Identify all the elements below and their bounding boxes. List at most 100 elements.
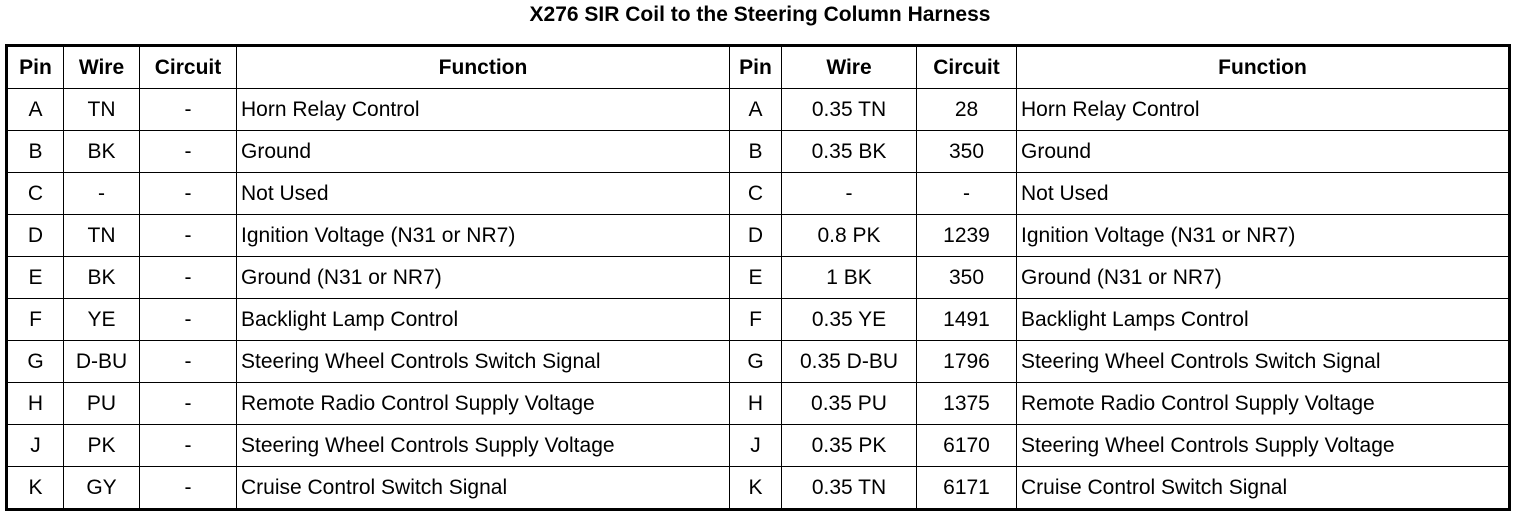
table-cell: Steering Wheel Controls Switch Signal: [1016, 340, 1510, 383]
table-cell: 1239: [916, 214, 1017, 257]
table-row: E BK - Ground (N31 or NR7) E 1 BK 350 Ground (N…: [6, 256, 1510, 299]
table-cell: D-BU: [63, 340, 140, 383]
table-cell: B: [729, 130, 782, 173]
table-head: Pin Wire Circuit Function Pin Wire Circuit Func…: [6, 45, 1510, 89]
column-header: Wire: [63, 45, 140, 89]
table-cell: 0.35 D-BU: [781, 340, 917, 383]
column-header: Circuit: [139, 45, 237, 89]
table-cell: 1796: [916, 340, 1017, 383]
table-cell: G: [6, 340, 64, 383]
table-row: H PU - Remote Radio Control Supply Voltage H…: [6, 382, 1510, 425]
table-row: C - - Not Used C - - Not Used: [6, 172, 1510, 215]
table-cell: 350: [916, 256, 1017, 299]
table-cell: -: [139, 130, 237, 173]
table-cell: -: [916, 172, 1017, 215]
table-row: A TN - Horn Relay Control A 0.35 TN 28 Horn Rel…: [6, 88, 1510, 131]
table-cell: 6171: [916, 466, 1017, 510]
table-cell: H: [6, 382, 64, 425]
table-cell: BK: [63, 130, 140, 173]
table-cell: Backlight Lamps Control: [1016, 298, 1510, 341]
table-cell: Not Used: [1016, 172, 1510, 215]
table-cell: -: [139, 172, 237, 215]
table-cell: Ignition Voltage (N31 or NR7): [1016, 214, 1510, 257]
column-header: Circuit: [916, 45, 1017, 89]
table-cell: Horn Relay Control: [236, 88, 730, 131]
table-cell: K: [6, 466, 64, 510]
table-cell: -: [139, 382, 237, 425]
table-cell: -: [781, 172, 917, 215]
table-row: B BK - Ground B 0.35 BK 350 Ground: [6, 130, 1510, 173]
table-cell: H: [729, 382, 782, 425]
table-cell: -: [139, 466, 237, 510]
table-cell: A: [729, 88, 782, 131]
table-cell: J: [729, 424, 782, 467]
column-header: Pin: [729, 45, 782, 89]
table-cell: B: [6, 130, 64, 173]
table-row: G D-BU - Steering Wheel Controls Switch Sig…: [6, 340, 1510, 383]
table-cell: TN: [63, 214, 140, 257]
table-cell: C: [729, 172, 782, 215]
table-cell: Horn Relay Control: [1016, 88, 1510, 131]
table-row: F YE - Backlight Lamp Control F 0.35 YE 1491 Ba…: [6, 298, 1510, 341]
table-row: D TN - Ignition Voltage (N31 or NR7) D 0.8 PK…: [6, 214, 1510, 257]
table-row: K GY - Cruise Control Switch Signal K 0.35 TN…: [6, 466, 1510, 510]
table-cell: PU: [63, 382, 140, 425]
table-cell: 6170: [916, 424, 1017, 467]
table-row: J PK - Steering Wheel Controls Supply Volta…: [6, 424, 1510, 467]
table-cell: 0.35 PK: [781, 424, 917, 467]
table-cell: F: [6, 298, 64, 341]
table-cell: 28: [916, 88, 1017, 131]
table-cell: 0.35 YE: [781, 298, 917, 341]
table-cell: D: [729, 214, 782, 257]
table-cell: -: [139, 214, 237, 257]
table-cell: TN: [63, 88, 140, 131]
table-cell: 0.8 PK: [781, 214, 917, 257]
table-cell: Steering Wheel Controls Supply Voltage: [236, 424, 730, 467]
table-cell: -: [139, 298, 237, 341]
table-cell: J: [6, 424, 64, 467]
table-cell: 350: [916, 130, 1017, 173]
table-cell: F: [729, 298, 782, 341]
table-cell: 0.35 TN: [781, 466, 917, 510]
table-cell: G: [729, 340, 782, 383]
table-cell: Remote Radio Control Supply Voltage: [236, 382, 730, 425]
table-cell: Cruise Control Switch Signal: [236, 466, 730, 510]
table-cell: -: [139, 88, 237, 131]
table-cell: Backlight Lamp Control: [236, 298, 730, 341]
table-cell: Cruise Control Switch Signal: [1016, 466, 1510, 510]
table-cell: Steering Wheel Controls Supply Voltage: [1016, 424, 1510, 467]
table-cell: Ground: [1016, 130, 1510, 173]
column-header: Function: [1016, 45, 1510, 89]
column-header: Pin: [6, 45, 64, 89]
table-cell: Ground: [236, 130, 730, 173]
table-cell: PK: [63, 424, 140, 467]
table-body: A TN - Horn Relay Control A 0.35 TN 28 Horn Rel…: [6, 88, 1510, 510]
table-cell: Ground (N31 or NR7): [236, 256, 730, 299]
table-cell: A: [6, 88, 64, 131]
table-cell: 0.35 BK: [781, 130, 917, 173]
table-cell: 1491: [916, 298, 1017, 341]
table-cell: 0.35 PU: [781, 382, 917, 425]
table-cell: 1 BK: [781, 256, 917, 299]
table-cell: D: [6, 214, 64, 257]
column-header: Function: [236, 45, 730, 89]
table-cell: Remote Radio Control Supply Voltage: [1016, 382, 1510, 425]
table-cell: 0.35 TN: [781, 88, 917, 131]
table-cell: Ground (N31 or NR7): [1016, 256, 1510, 299]
title: X276 SIR Coil to the Steering Column Har…: [529, 3, 991, 26]
table-cell: Steering Wheel Controls Switch Signal: [236, 340, 730, 383]
table-cell: E: [729, 256, 782, 299]
table-cell: Not Used: [236, 172, 730, 215]
table-cell: YE: [63, 298, 140, 341]
table-cell: Ignition Voltage (N31 or NR7): [236, 214, 730, 257]
table-cell: E: [6, 256, 64, 299]
table-cell: C: [6, 172, 64, 215]
header-row: Pin Wire Circuit Function Pin Wire Circuit Func…: [6, 45, 1510, 89]
table-cell: GY: [63, 466, 140, 510]
table-cell: 1375: [916, 382, 1017, 425]
table-cell: -: [139, 256, 237, 299]
table-cell: BK: [63, 256, 140, 299]
column-header: Wire: [781, 45, 917, 89]
pinout-table: Pin Wire Circuit Function Pin Wire Circuit Func…: [5, 44, 1511, 511]
